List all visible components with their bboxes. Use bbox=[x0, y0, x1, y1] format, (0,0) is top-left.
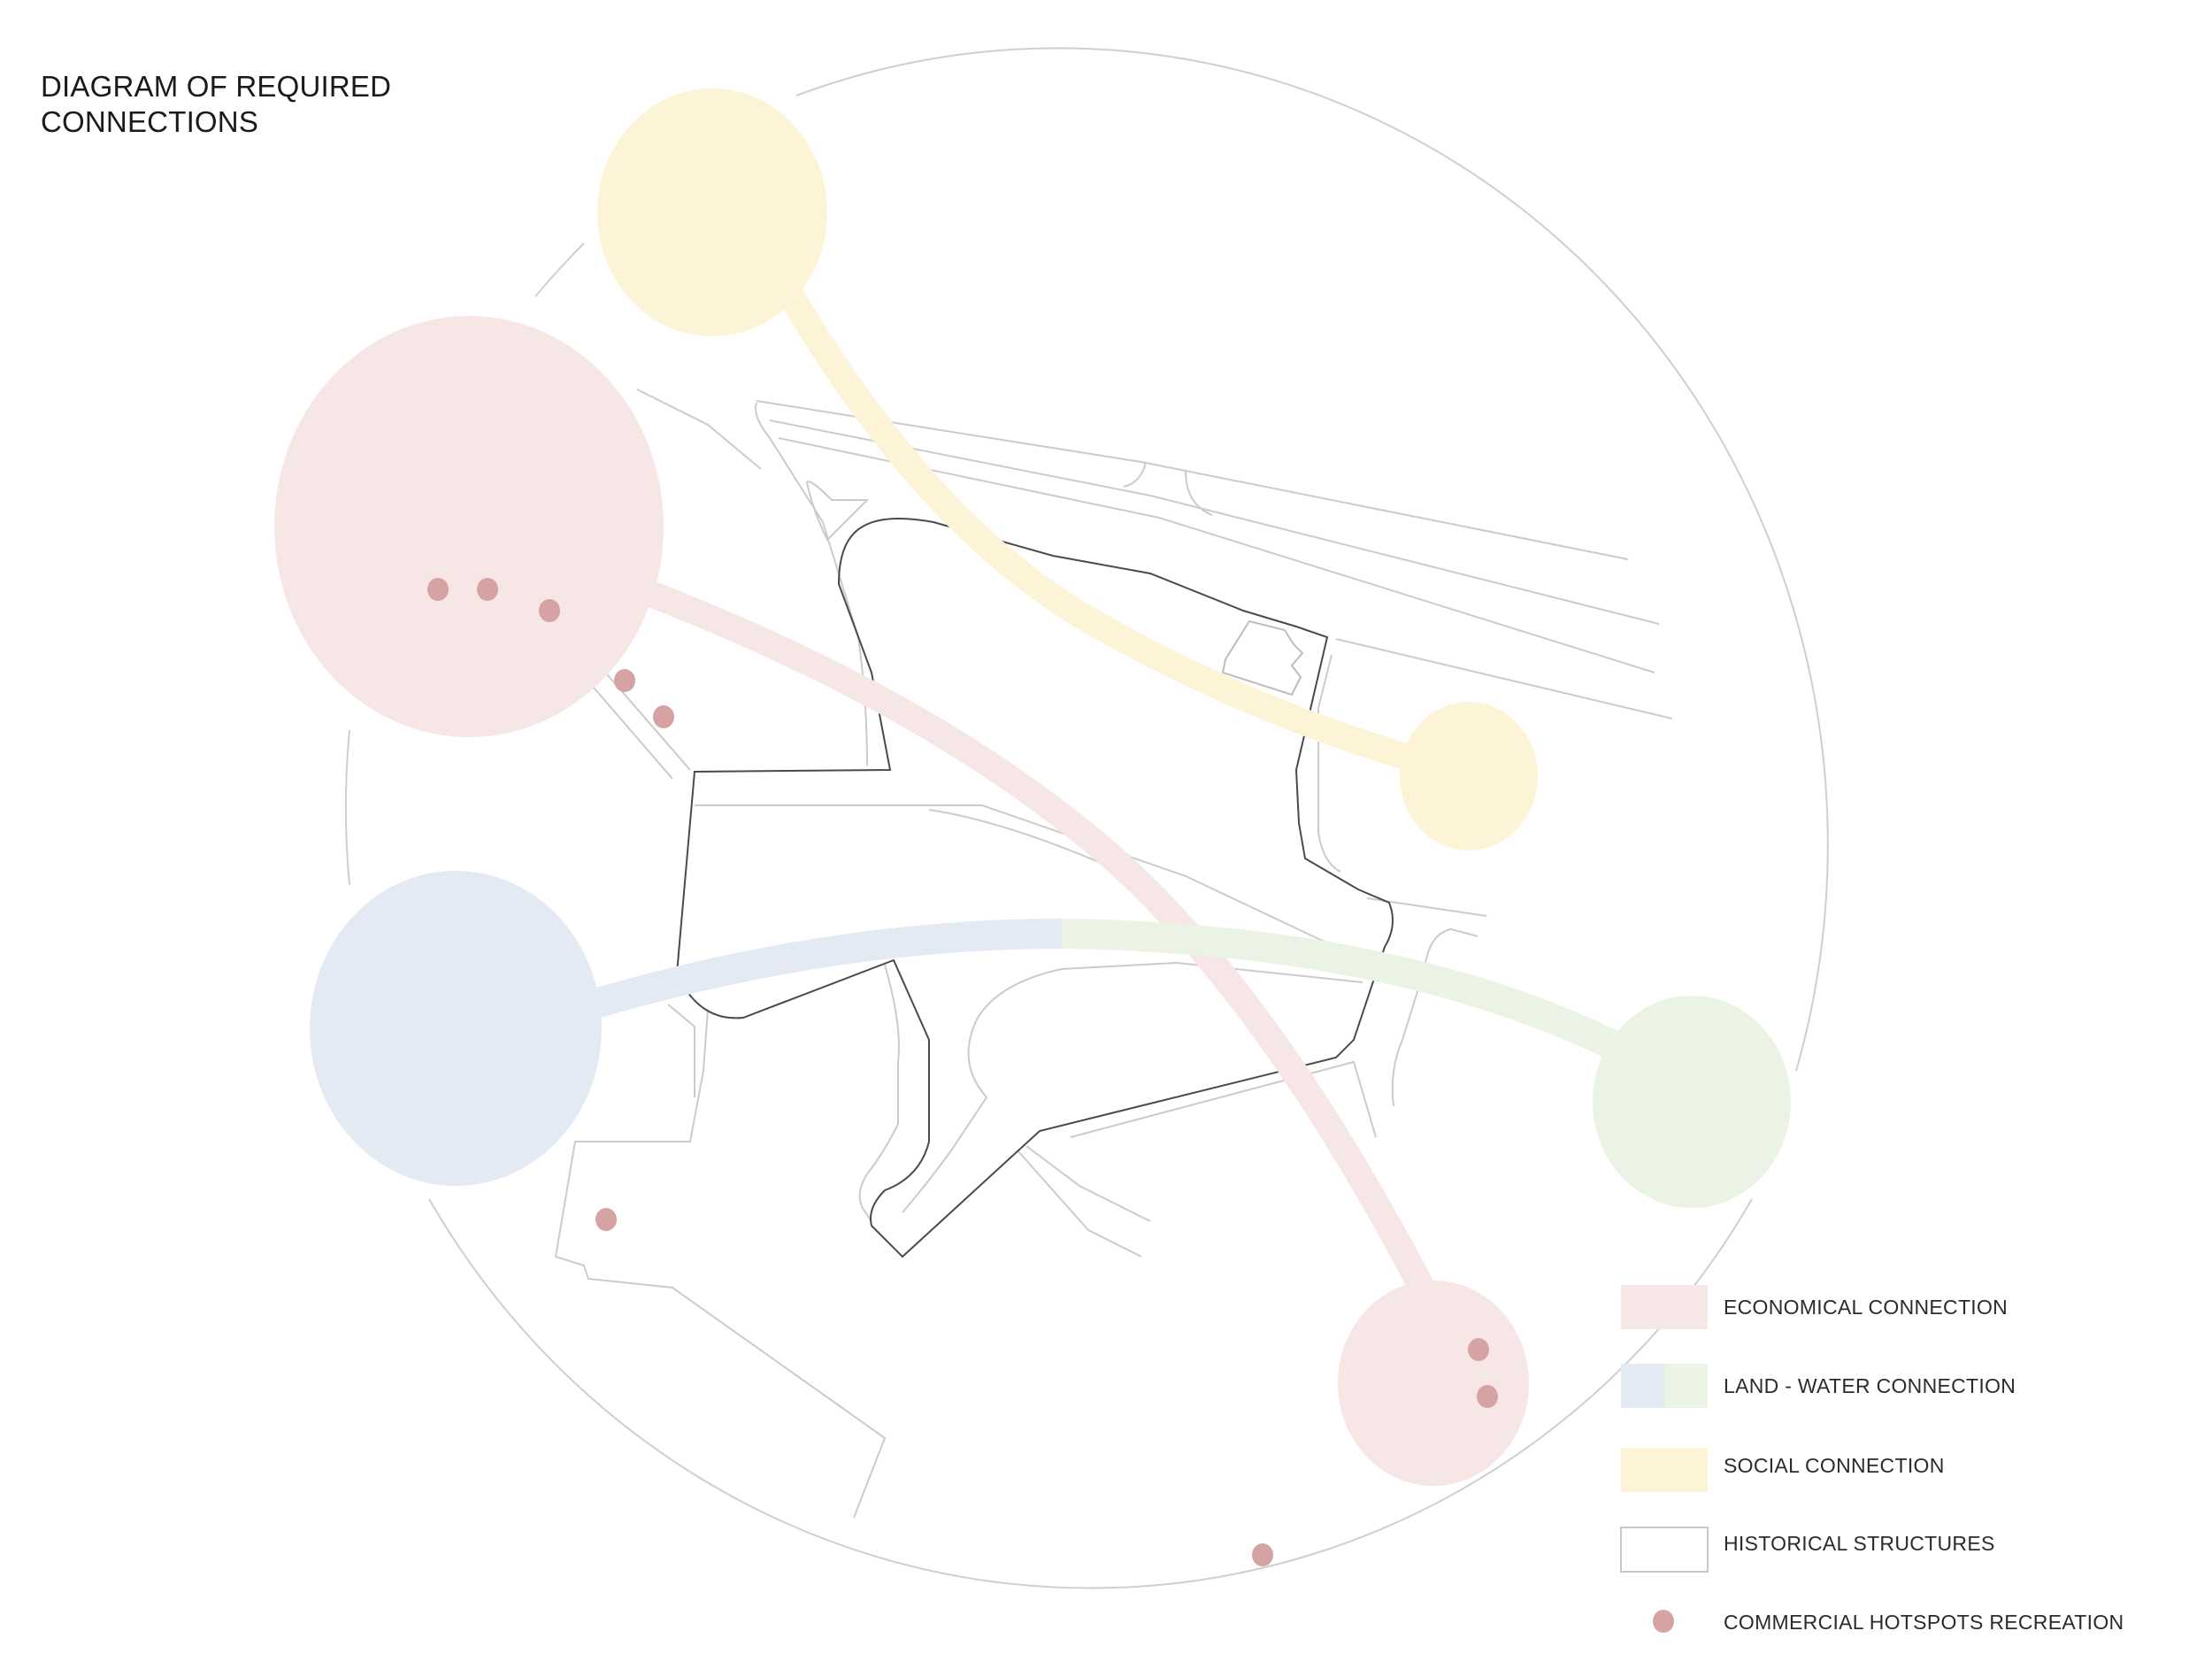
hotspot-dot bbox=[653, 705, 674, 728]
legend-item-land-water: LAND - WATER CONNECTION bbox=[1621, 1364, 2016, 1408]
diagram-title-line-2: CONNECTIONS bbox=[41, 105, 259, 138]
legend-item-hotspots: COMMERCIAL HOTSPOTS RECREATION bbox=[1653, 1610, 2124, 1634]
economical-node-bottom bbox=[1338, 1281, 1529, 1486]
hotspot-dot bbox=[614, 669, 635, 692]
legend-label-hotspots: COMMERCIAL HOTSPOTS RECREATION bbox=[1724, 1611, 2124, 1634]
legend-swatch-land bbox=[1621, 1364, 1664, 1408]
legend-swatch-economical bbox=[1621, 1285, 1708, 1329]
legend: ECONOMICAL CONNECTION LAND - WATER CONNE… bbox=[1620, 1285, 2124, 1634]
legend-swatch-hotspot bbox=[1653, 1610, 1674, 1633]
site-boundary-circle bbox=[344, 47, 1829, 1589]
land-node-left bbox=[310, 871, 602, 1186]
hotspot-dot bbox=[427, 578, 449, 601]
legend-swatch-social bbox=[1621, 1448, 1708, 1492]
hotspot-dot bbox=[595, 1208, 617, 1231]
hotspot-dot bbox=[1477, 1385, 1498, 1408]
legend-swatch-water bbox=[1664, 1364, 1708, 1408]
legend-label-land-water: LAND - WATER CONNECTION bbox=[1724, 1374, 2016, 1397]
legend-item-social: SOCIAL CONNECTION bbox=[1621, 1448, 1945, 1492]
connection-nodes bbox=[274, 88, 1791, 1486]
legend-label-social: SOCIAL CONNECTION bbox=[1724, 1454, 1945, 1477]
legend-label-historical: HISTORICAL STRUCTURES bbox=[1724, 1532, 1995, 1555]
hotspot-dot bbox=[477, 578, 498, 601]
hotspot-dot bbox=[539, 599, 560, 622]
hotspot-dot bbox=[1468, 1338, 1489, 1361]
water-node-right bbox=[1593, 996, 1791, 1208]
land-connection-band bbox=[543, 919, 1063, 1033]
diagram-title-line-1: DIAGRAM OF REQUIRED bbox=[41, 70, 392, 103]
economical-connection-band bbox=[632, 575, 1446, 1316]
commercial-hotspots bbox=[427, 578, 1498, 1566]
water-connection-band bbox=[1061, 919, 1654, 1075]
legend-swatch-historical bbox=[1620, 1527, 1709, 1573]
hotspot-dot bbox=[1252, 1543, 1273, 1566]
diagram-title: DIAGRAM OF REQUIRED CONNECTIONS bbox=[41, 69, 391, 140]
connection-bands bbox=[543, 267, 1654, 1316]
legend-label-economical: ECONOMICAL CONNECTION bbox=[1724, 1296, 2008, 1319]
historical-structure-outline bbox=[675, 518, 1394, 1258]
legend-item-economical: ECONOMICAL CONNECTION bbox=[1621, 1285, 2008, 1329]
social-node-top bbox=[597, 88, 827, 336]
legend-item-historical: HISTORICAL STRUCTURES bbox=[1620, 1527, 1995, 1573]
social-node-right bbox=[1400, 702, 1538, 850]
economical-node-left bbox=[274, 316, 664, 737]
social-connection-band bbox=[766, 267, 1455, 783]
